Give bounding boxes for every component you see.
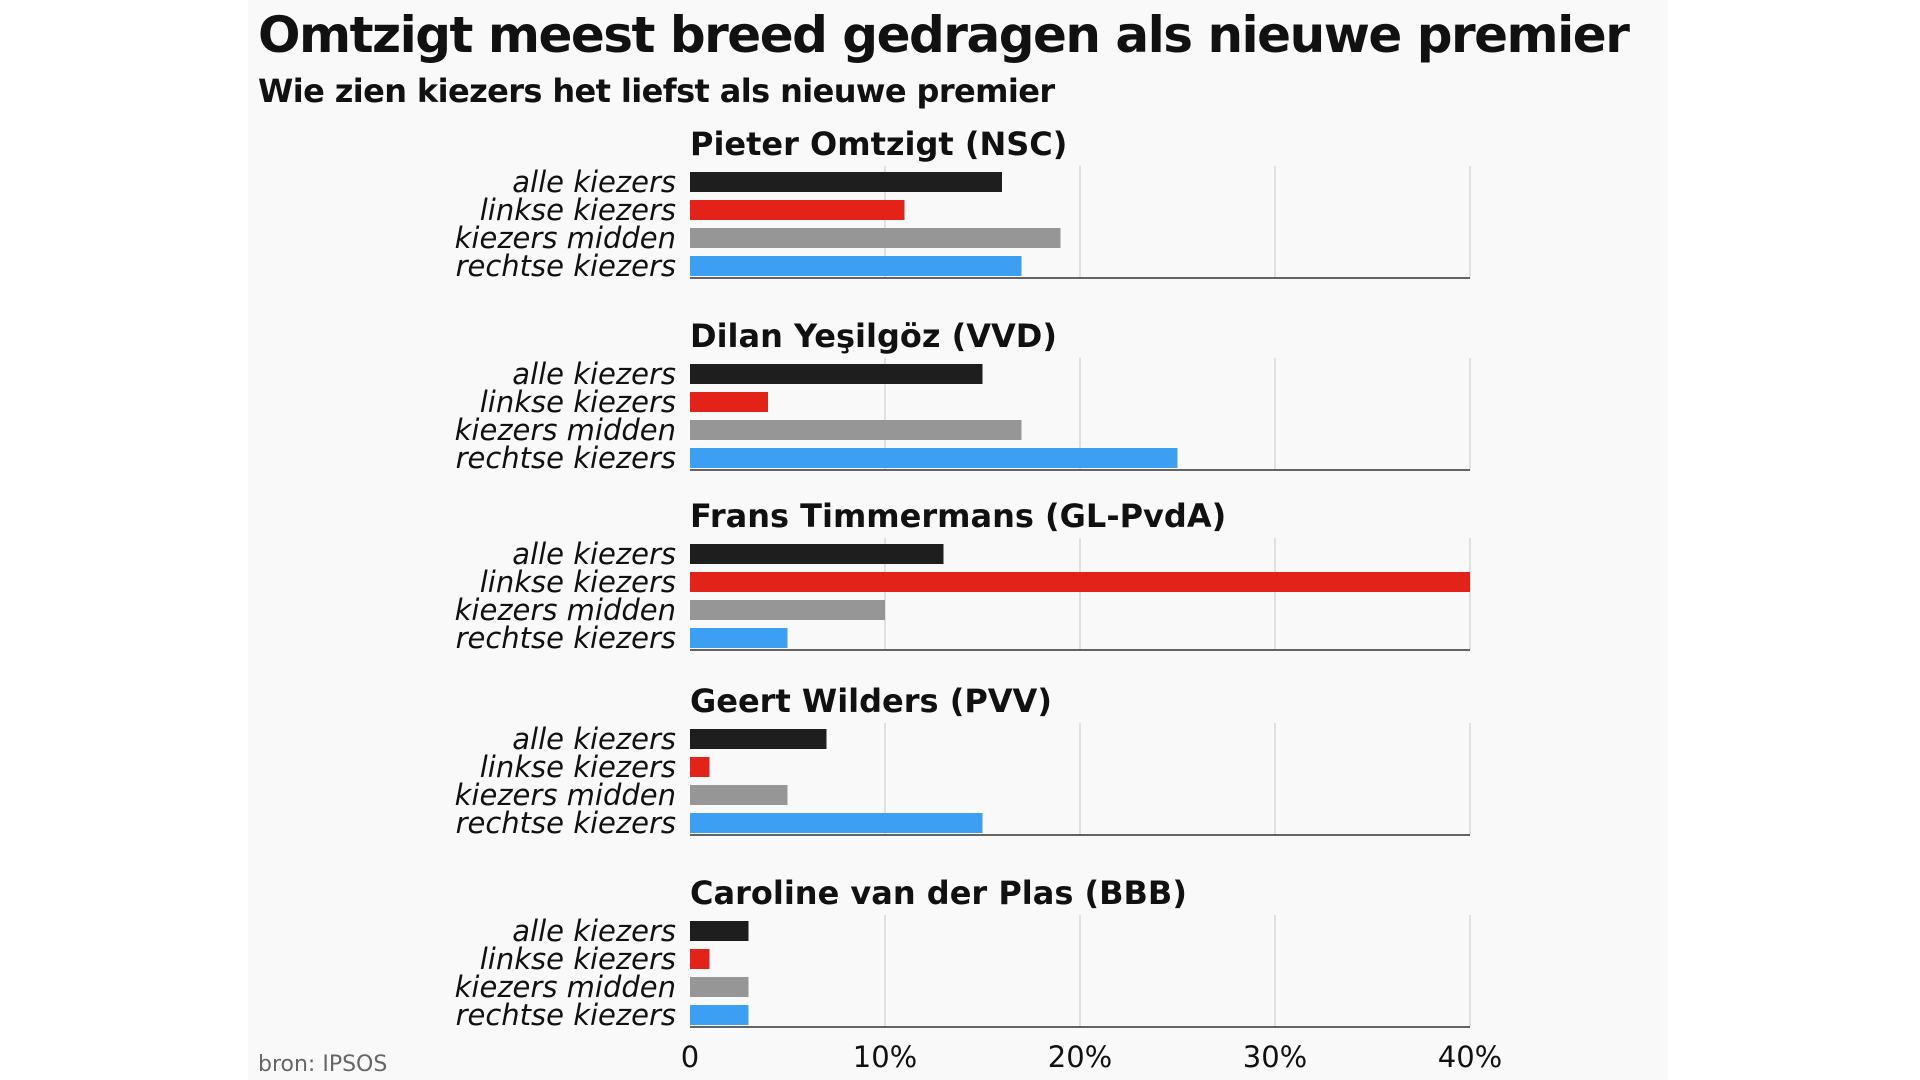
row-label: alle kiezers [512,537,676,571]
bar [690,448,1178,468]
panel-title: Dilan Yeşilgöz (VVD) [690,317,1057,355]
row-label: linkse kiezers [480,750,676,784]
x-tick-label: 30% [1243,1040,1307,1074]
bar [690,813,983,833]
panel-title: Pieter Omtzigt (NSC) [690,125,1067,163]
row-label: alle kiezers [512,914,676,948]
bar [690,364,983,384]
row-label: rechtse kiezers [456,998,676,1032]
bar [690,572,1470,592]
bar [690,544,944,564]
bar [690,172,1002,192]
row-label: alle kiezers [512,722,676,756]
row-label: alle kiezers [512,357,676,391]
row-label: kiezers midden [455,413,676,447]
bar [690,949,710,969]
bar [690,200,905,220]
bar [690,228,1061,248]
row-label: rechtse kiezers [456,806,676,840]
panel-title: Frans Timmermans (GL-PvdA) [690,497,1226,535]
bar [690,628,788,648]
row-label: linkse kiezers [480,942,676,976]
bar [690,921,749,941]
bar [690,256,1022,276]
row-label: kiezers midden [455,221,676,255]
row-label: linkse kiezers [480,565,676,599]
row-label: kiezers midden [455,593,676,627]
bar [690,1005,749,1025]
row-label: kiezers midden [455,970,676,1004]
bar [690,977,749,997]
bar [690,420,1022,440]
row-label: rechtse kiezers [456,249,676,283]
bar [690,729,827,749]
row-label: linkse kiezers [480,385,676,419]
panel-title: Geert Wilders (PVV) [690,682,1052,720]
row-label: kiezers midden [455,778,676,812]
x-tick-label: 20% [1048,1040,1112,1074]
chart-subtitle: Wie zien kiezers het liefst als nieuwe p… [258,72,1055,110]
x-tick-label: 40% [1438,1040,1502,1074]
row-label: linkse kiezers [480,193,676,227]
bar [690,785,788,805]
x-tick-label: 0 [681,1040,699,1074]
bar [690,600,885,620]
row-label: alle kiezers [512,165,676,199]
bar [690,757,710,777]
chart-title: Omtzigt meest breed gedragen als nieuwe … [258,6,1630,64]
bar [690,392,768,412]
panel-title: Caroline van der Plas (BBB) [690,874,1187,912]
x-tick-label: 10% [853,1040,917,1074]
row-label: rechtse kiezers [456,621,676,655]
row-label: rechtse kiezers [456,441,676,475]
source-note: bron: IPSOS [258,1052,388,1077]
